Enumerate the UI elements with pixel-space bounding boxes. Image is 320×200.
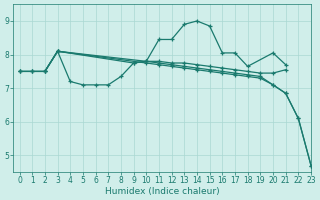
X-axis label: Humidex (Indice chaleur): Humidex (Indice chaleur) <box>105 187 220 196</box>
